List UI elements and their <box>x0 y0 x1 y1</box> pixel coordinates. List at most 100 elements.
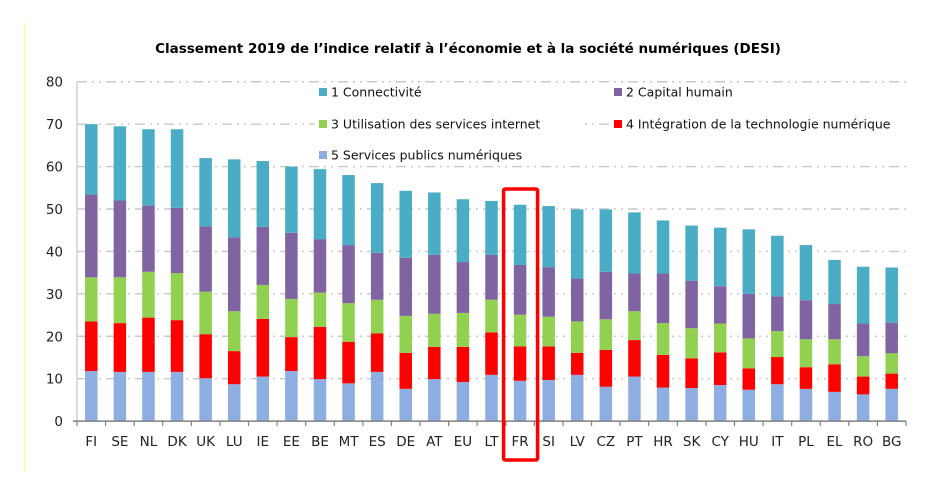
bar-segment-pl-5 <box>799 388 813 422</box>
bar-segment-mt-3 <box>342 303 355 342</box>
legend: 1 Connectivité 2 Capital humain 3 Utilisat… <box>315 85 920 163</box>
bar-segment-hr-3 <box>656 323 670 355</box>
bar-segment-hu-4 <box>742 368 756 390</box>
bar-segment-lt-3 <box>485 299 498 333</box>
legend-background <box>610 117 920 132</box>
bar-segment-lv-1 <box>571 209 584 279</box>
bar-segment-hu-5 <box>742 389 756 422</box>
bar-segment-lv-3 <box>571 321 584 353</box>
bar-segment-nl-1 <box>142 129 155 206</box>
bar-segment-es-5 <box>370 371 384 422</box>
x-tick-label: CZ <box>597 434 616 450</box>
bar-segment-ro-5 <box>856 394 870 422</box>
x-tick-label: PL <box>798 434 814 450</box>
bar-segment-ro-2 <box>856 323 870 357</box>
bar-segment-se-1 <box>113 126 127 201</box>
x-tick-label: IE <box>257 434 270 450</box>
legend-label: 2 Capital humain <box>626 85 733 100</box>
bar-segment-be-2 <box>313 239 327 293</box>
bar-segment-pt-2 <box>628 273 641 312</box>
bar-segment-lt-1 <box>485 200 498 255</box>
bar-segment-se-2 <box>113 200 127 278</box>
x-tick-label: DK <box>167 434 187 450</box>
bars <box>85 124 898 422</box>
bar-segment-uk-4 <box>199 334 212 379</box>
bar-segment-fr-5 <box>513 380 527 422</box>
bar-segment-hr-1 <box>656 220 670 274</box>
bar-segment-es-4 <box>370 333 384 372</box>
x-tick-label: FR <box>512 434 529 450</box>
bar-segment-hu-2 <box>742 293 756 339</box>
bar-segment-cz-5 <box>599 386 613 422</box>
y-tick-label: 40 <box>46 244 63 260</box>
bar-segment-lt-2 <box>485 254 498 300</box>
legend-swatch <box>319 151 327 159</box>
x-tick-label: HU <box>739 434 759 450</box>
bar-segment-cz-3 <box>599 319 613 350</box>
bar-segment-hu-1 <box>742 229 756 294</box>
bar-segment-bg-4 <box>885 373 898 389</box>
x-tick-label: AT <box>426 434 443 450</box>
bar-segment-nl-4 <box>142 317 155 372</box>
x-tick-label: EE <box>283 434 300 450</box>
x-tick-label: HR <box>653 434 673 450</box>
legend-label: 1 Connectivité <box>331 85 422 100</box>
bar-segment-dk-1 <box>170 129 184 208</box>
bar-segment-es-1 <box>370 183 384 253</box>
x-tick-label: LU <box>226 434 243 450</box>
x-tick-label: SK <box>683 434 702 450</box>
bar-segment-ro-1 <box>856 266 870 324</box>
bar-segment-si-3 <box>542 316 555 347</box>
x-tick-label: IT <box>771 434 784 450</box>
bar-segment-se-4 <box>113 323 127 372</box>
bar-segment-ee-4 <box>285 337 298 372</box>
legend-background <box>610 85 737 100</box>
left-border-line <box>24 23 25 472</box>
bar-segment-mt-1 <box>342 175 355 246</box>
bar-segment-de-2 <box>399 257 412 316</box>
x-tick-label: BG <box>882 434 902 450</box>
bar-segment-fr-3 <box>513 314 527 347</box>
bar-segment-ee-2 <box>285 232 298 299</box>
y-tick-label: 70 <box>46 117 63 133</box>
legend-label: 3 Utilisation des services internet <box>331 117 540 132</box>
bar-segment-pl-2 <box>799 300 813 340</box>
bar-segment-hr-4 <box>656 354 670 388</box>
x-tick-label: ES <box>369 434 386 450</box>
bar-segment-el-4 <box>828 364 841 392</box>
bar-segment-ee-3 <box>285 298 298 338</box>
bar-segment-fr-1 <box>513 204 527 265</box>
bar-segment-ro-4 <box>856 376 870 395</box>
bar-segment-ro-3 <box>856 356 870 377</box>
legend-label: 5 Services publics numériques <box>331 148 522 163</box>
x-tick-label: CY <box>711 434 729 450</box>
bar-segment-lt-5 <box>485 374 498 422</box>
bar-segment-lu-3 <box>227 311 241 352</box>
bar-segment-eu-1 <box>456 199 470 263</box>
x-tick-label: BE <box>311 434 329 450</box>
bar-segment-fr-2 <box>513 264 527 315</box>
bar-segment-uk-2 <box>199 226 212 292</box>
y-tick-label: 30 <box>46 287 63 303</box>
bar-segment-mt-5 <box>342 383 355 422</box>
bar-segment-eu-3 <box>456 312 470 347</box>
bar-segment-fi-3 <box>85 277 98 322</box>
legend-background <box>315 117 581 132</box>
bar-segment-lt-4 <box>485 332 498 375</box>
bar-segment-de-4 <box>399 352 412 389</box>
bar-segment-fi-5 <box>85 371 98 422</box>
x-tick-label: SI <box>542 434 555 450</box>
gridlines <box>77 81 906 380</box>
bar-segment-lv-5 <box>571 374 584 422</box>
x-tick-label: EU <box>454 434 472 450</box>
highlight-box-fr <box>501 187 540 462</box>
bar-segment-lv-4 <box>571 352 584 375</box>
bar-segment-uk-3 <box>199 291 212 335</box>
bar-segment-pt-5 <box>628 376 641 422</box>
bar-segment-be-3 <box>313 292 327 327</box>
bar-segment-el-1 <box>828 259 841 305</box>
bar-segment-at-4 <box>428 346 441 380</box>
bar-segment-pl-3 <box>799 339 813 368</box>
bar-segment-pl-1 <box>799 245 813 301</box>
x-tick-label: RO <box>853 434 873 450</box>
